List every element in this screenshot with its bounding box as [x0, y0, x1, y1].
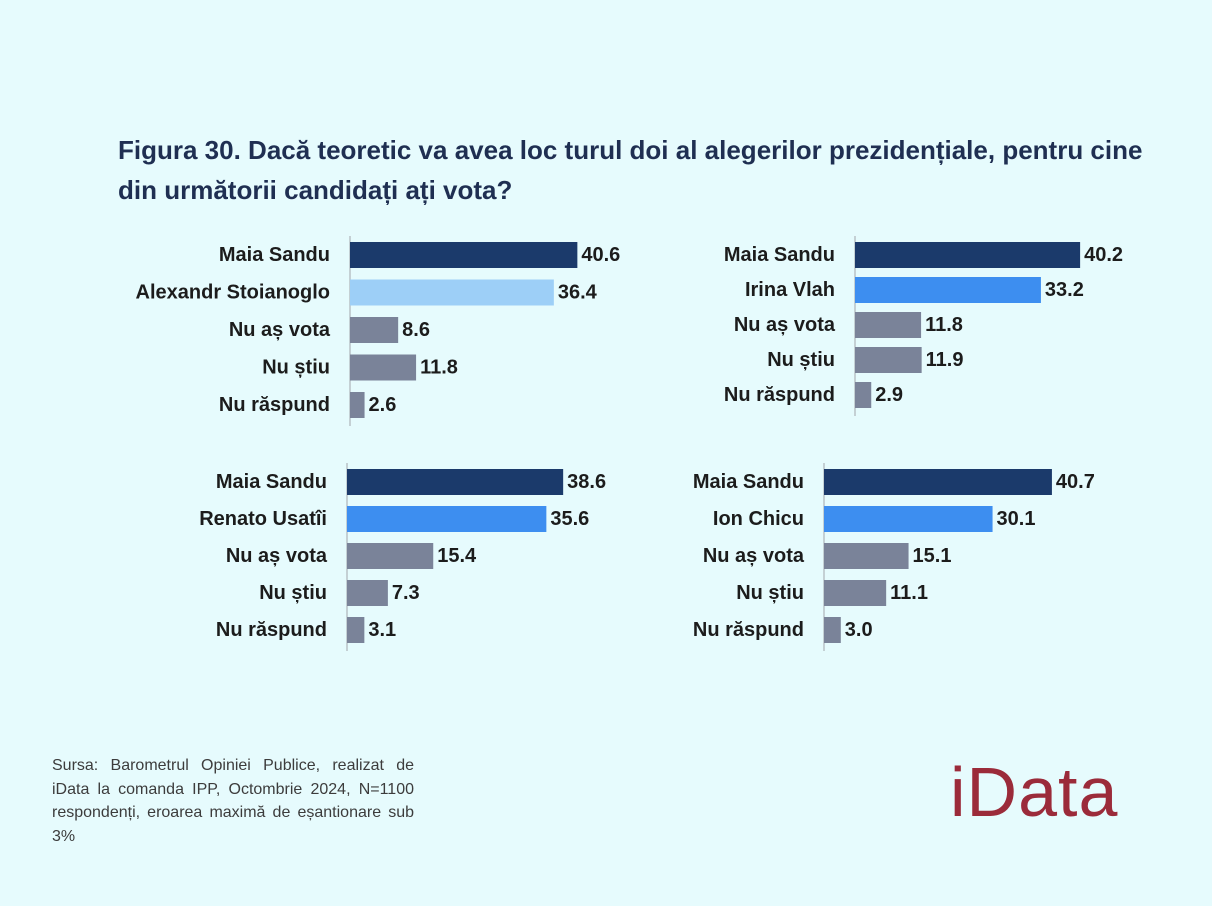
- bar-nu-as-vota: [347, 543, 434, 569]
- value-label-sandu: 40.2: [1084, 244, 1123, 266]
- bar-nu-as-vota: [855, 312, 922, 338]
- bar-nu-as-vota: [824, 543, 909, 569]
- bar-nu-as-vota: [350, 317, 399, 343]
- value-label-nu-as-vota: 8.6: [402, 319, 430, 341]
- category-label-nu-stiu: Nu știu: [736, 582, 804, 604]
- category-label-nu-raspund: Nu răspund: [693, 619, 804, 641]
- value-label-nu-as-vota: 15.1: [913, 545, 952, 567]
- category-label-nu-as-vota: Nu aș vota: [226, 545, 328, 567]
- bar-opponent: [347, 506, 547, 532]
- bar-nu-stiu: [347, 580, 388, 606]
- value-label-nu-stiu: 7.3: [392, 582, 420, 604]
- bar-sandu: [855, 242, 1081, 268]
- bar-nu-stiu: [855, 347, 922, 373]
- bar-sandu: [347, 469, 564, 495]
- bar-opponent: [350, 279, 554, 306]
- value-label-nu-as-vota: 11.8: [925, 314, 963, 336]
- chart-panel-chicu: Maia Sandu 40.7 Ion Chicu 30.1 Nu aș vota 15.…: [693, 463, 1095, 651]
- category-label-nu-raspund: Nu răspund: [216, 619, 327, 641]
- category-label-nu-stiu: Nu știu: [259, 582, 327, 604]
- category-label-nu-raspund: Nu răspund: [219, 394, 330, 416]
- bar-sandu: [824, 469, 1052, 495]
- value-label-nu-stiu: 11.8: [420, 357, 458, 379]
- category-label-sandu: Maia Sandu: [724, 244, 835, 266]
- category-label-opponent: Irina Vlah: [745, 279, 835, 301]
- value-label-sandu: 40.7: [1056, 471, 1095, 493]
- bar-nu-raspund: [824, 617, 841, 643]
- bar-opponent: [855, 277, 1041, 303]
- bar-opponent: [824, 506, 993, 532]
- value-label-sandu: 38.6: [567, 471, 606, 493]
- category-label-nu-as-vota: Nu aș vota: [734, 314, 836, 336]
- value-label-nu-raspund: 3.1: [368, 619, 396, 641]
- bar-nu-raspund: [350, 392, 365, 418]
- category-label-sandu: Maia Sandu: [219, 244, 330, 266]
- value-label-nu-raspund: 2.6: [369, 394, 397, 416]
- value-label-nu-stiu: 11.1: [890, 582, 928, 604]
- chart-panel-stoianoglo: Maia Sandu 40.6 Alexandr Stoianoglo 36.4 Nu …: [136, 236, 620, 426]
- bar-nu-raspund: [855, 382, 872, 408]
- category-label-sandu: Maia Sandu: [693, 471, 804, 493]
- bar-sandu: [350, 242, 578, 268]
- category-label-nu-raspund: Nu răspund: [724, 384, 835, 406]
- value-label-sandu: 40.6: [581, 244, 620, 266]
- category-label-nu-as-vota: Nu aș vota: [229, 319, 331, 341]
- value-label-nu-raspund: 3.0: [845, 619, 873, 641]
- idata-logo: iData: [950, 753, 1119, 831]
- value-label-opponent: 30.1: [997, 508, 1036, 530]
- bar-nu-stiu: [350, 354, 417, 381]
- category-label-nu-stiu: Nu știu: [262, 357, 330, 379]
- chart-panel-vlah: Maia Sandu 40.2 Irina Vlah 33.2 Nu aș vota 11…: [724, 236, 1123, 416]
- figure-title: Figura 30. Dacă teoretic va avea loc tur…: [118, 135, 1143, 205]
- category-label-nu-stiu: Nu știu: [767, 349, 835, 371]
- category-label-opponent: Alexandr Stoianoglo: [136, 282, 330, 304]
- value-label-opponent: 35.6: [550, 508, 589, 530]
- value-label-nu-stiu: 11.9: [926, 349, 964, 371]
- value-label-opponent: 36.4: [558, 282, 598, 304]
- value-label-opponent: 33.2: [1045, 279, 1084, 301]
- category-label-sandu: Maia Sandu: [216, 471, 327, 493]
- category-label-opponent: Renato Usatîi: [199, 508, 327, 530]
- value-label-nu-raspund: 2.9: [875, 384, 903, 406]
- category-label-opponent: Ion Chicu: [713, 508, 804, 530]
- category-label-nu-as-vota: Nu aș vota: [703, 545, 805, 567]
- bar-nu-raspund: [347, 617, 365, 643]
- bar-nu-stiu: [824, 580, 887, 606]
- chart-panel-usatii: Maia Sandu 38.6 Renato Usatîi 35.6 Nu aș vot…: [199, 463, 606, 651]
- value-label-nu-as-vota: 15.4: [437, 545, 477, 567]
- source-note: Sursa: Barometrul Opiniei Publice, reali…: [52, 757, 414, 845]
